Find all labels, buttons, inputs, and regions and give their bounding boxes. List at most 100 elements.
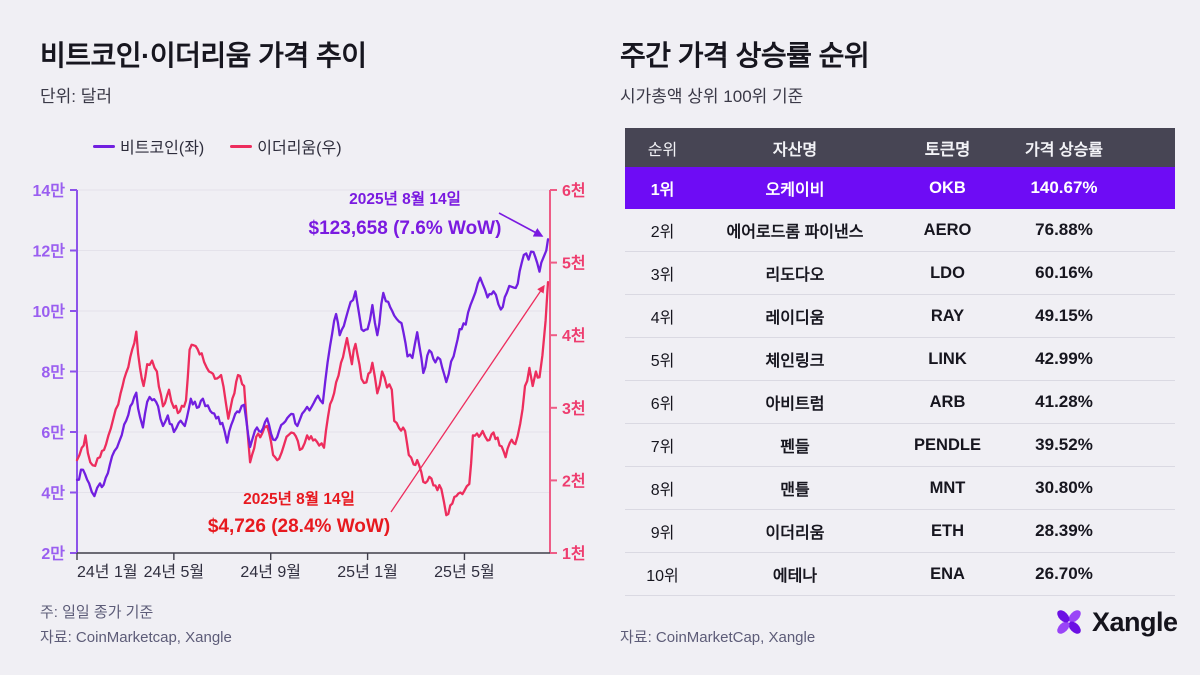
left-axis-label: 12만 [32,243,65,261]
token-symbol-cell: ARB [929,392,966,411]
price-change-cell: 41.28% [1035,392,1093,411]
bitcoin-annotation-value: $123,658 (7.6% WoW) [309,218,502,239]
chart-legend: 비트코인(좌) 이더리움(우) [93,134,342,158]
table-row: 8위 맨틀 MNT 30.80% [625,467,1175,510]
price-change-cell: 49.15% [1035,306,1093,325]
table-row: 7위 펜들 PENDLE 39.52% [625,424,1175,467]
table-row: 2위 에어로드롬 파이낸스 AERO 76.88% [625,209,1175,252]
left-axis-label: 8만 [41,364,65,382]
ethereum-annotation-date: 2025년 8월 14일 [243,489,355,508]
price-change-cell: 140.67% [1030,178,1098,197]
token-symbol-cell: MNT [929,478,966,497]
rank-cell: 7위 [650,439,675,456]
rank-cell: 6위 [650,396,675,413]
chart-note: 주: 일일 종가 기준 [40,604,154,621]
rank-cell: 5위 [650,353,675,370]
rank-cell: 2위 [650,224,675,241]
table-row: 4위 레이디움 RAY 49.15% [625,295,1175,338]
bitcoin-annotation-date: 2025년 8월 14일 [349,189,461,208]
token-symbol-cell: LDO [930,263,965,282]
right-axis-label: 1천 [562,545,586,563]
right-axis-label: 4천 [562,327,586,345]
price-change-cell: 30.80% [1035,478,1093,497]
token-symbol-cell: ENA [930,564,965,583]
table-title: 주간 가격 상승률 순위 [620,40,870,71]
asset-name-cell: 아비트럼 [765,396,825,413]
xangle-logo-text: Xangle [1092,606,1178,637]
ethereum-line [75,281,550,517]
header-rank: 순위 [647,141,678,159]
table-row: 3위 리도다오 LDO 60.16% [625,252,1175,295]
x-axis-label: 24년 5월 [144,563,205,581]
price-change-cell: 42.99% [1035,349,1093,368]
asset-name-cell: 이더리움 [765,525,825,542]
token-symbol-cell: PENDLE [914,435,981,454]
asset-name-cell: 맨틀 [780,482,810,499]
asset-name-cell: 펜들 [780,439,810,456]
right-axis-label: 5천 [562,255,586,273]
xangle-logo: Xangle [1053,606,1178,638]
rank-cell: 10위 [646,568,679,585]
token-symbol-cell: ETH [931,521,964,540]
x-axis-label: 24년 9월 [240,563,301,581]
chart-title: 비트코인·이더리움 가격 추이 [40,40,367,71]
table-header-row: 순위 자산명 토큰명 가격 상승률 [625,128,1175,167]
token-symbol-cell: LINK [928,349,967,368]
left-axis-label: 14만 [32,182,65,200]
ethereum-line-swatch [230,144,253,148]
price-change-cell: 26.70% [1035,564,1093,583]
asset-name-cell: 오케이비 [765,182,825,199]
x-axis-label: 25년 5월 [434,563,495,581]
right-axis-label: 6천 [562,182,586,200]
table-row: 1위 오케이비 OKB 140.67% [625,167,1175,209]
left-axis-label: 2만 [41,545,65,563]
legend-item-bitcoin: 비트코인(좌) [93,134,204,158]
legend-item-ethereum: 이더리움(우) [230,134,342,158]
bitcoin-line [75,238,550,498]
rank-cell: 4위 [650,310,675,327]
chart-unit-subtitle: 단위: 달러 [40,87,113,106]
price-change-cell: 39.52% [1035,435,1093,454]
table-subtitle: 시가총액 상위 100위 기준 [620,87,804,106]
ranking-table: 순위 자산명 토큰명 가격 상승률 1위 오케이비 OKB 140.67% 2위 에어로드… [625,128,1175,596]
price-change-cell: 60.16% [1035,263,1093,282]
right-axis-label: 2천 [562,472,586,490]
token-symbol-cell: AERO [923,220,972,239]
asset-name-cell: 리도다오 [765,267,825,284]
asset-name-cell: 체인링크 [765,353,825,370]
x-axis-label: 24년 1월 [77,563,138,581]
xangle-logo-icon [1057,610,1081,634]
left-axis-label: 4만 [41,485,65,503]
left-axis-label: 6만 [41,424,65,442]
left-axis-label: 10만 [32,303,65,321]
chart-source: 자료: CoinMarketcap, Xangle [40,629,232,646]
table-row: 10위 에테나 ENA 26.70% [625,553,1175,596]
legend-label-bitcoin: 비트코인(좌) [120,140,205,157]
rank-cell: 1위 [650,182,675,199]
legend-label-ethereum: 이더리움(우) [257,140,342,157]
rank-cell: 9위 [650,525,675,542]
asset-name-cell: 레이디움 [765,310,825,327]
asset-name-cell: 에테나 [772,568,818,585]
table-row: 9위 이더리움 ETH 28.39% [625,510,1175,553]
price-trend-chart: 14만 12만 10만 8만 6만 4만 2만 6천 5천 4천 3천 2천 1천 24년 1월 24년 5… [20,178,590,593]
token-symbol-cell: RAY [930,306,965,325]
rank-cell: 8위 [650,482,675,499]
table-row: 5위 체인링크 LINK 42.99% [625,338,1175,381]
ethereum-annotation-arrow [390,284,545,513]
table-row: 6위 아비트럼 ARB 41.28% [625,381,1175,424]
header-rate: 가격 상승률 [1024,141,1104,159]
header-asset: 자산명 [772,141,818,159]
right-axis-label: 3천 [562,400,586,418]
rank-cell: 3위 [650,267,675,284]
price-chart-svg: 14만 12만 10만 8만 6만 4만 2만 6천 5천 4천 3천 2천 1천 24년 1월 24년 5… [32,182,586,581]
table-source: 자료: CoinMarketCap, Xangle [620,629,816,646]
price-change-cell: 28.39% [1035,521,1093,540]
price-change-cell: 76.88% [1035,220,1093,239]
bitcoin-line-swatch [93,144,115,148]
table-body: 1위 오케이비 OKB 140.67% 2위 에어로드롬 파이낸스 AERO 76.88% 3위… [625,167,1175,596]
ethereum-annotation-value: $4,726 (28.4% WoW) [208,516,390,537]
asset-name-cell: 에어로드롬 파이낸스 [726,224,864,241]
token-symbol-cell: OKB [929,178,966,197]
